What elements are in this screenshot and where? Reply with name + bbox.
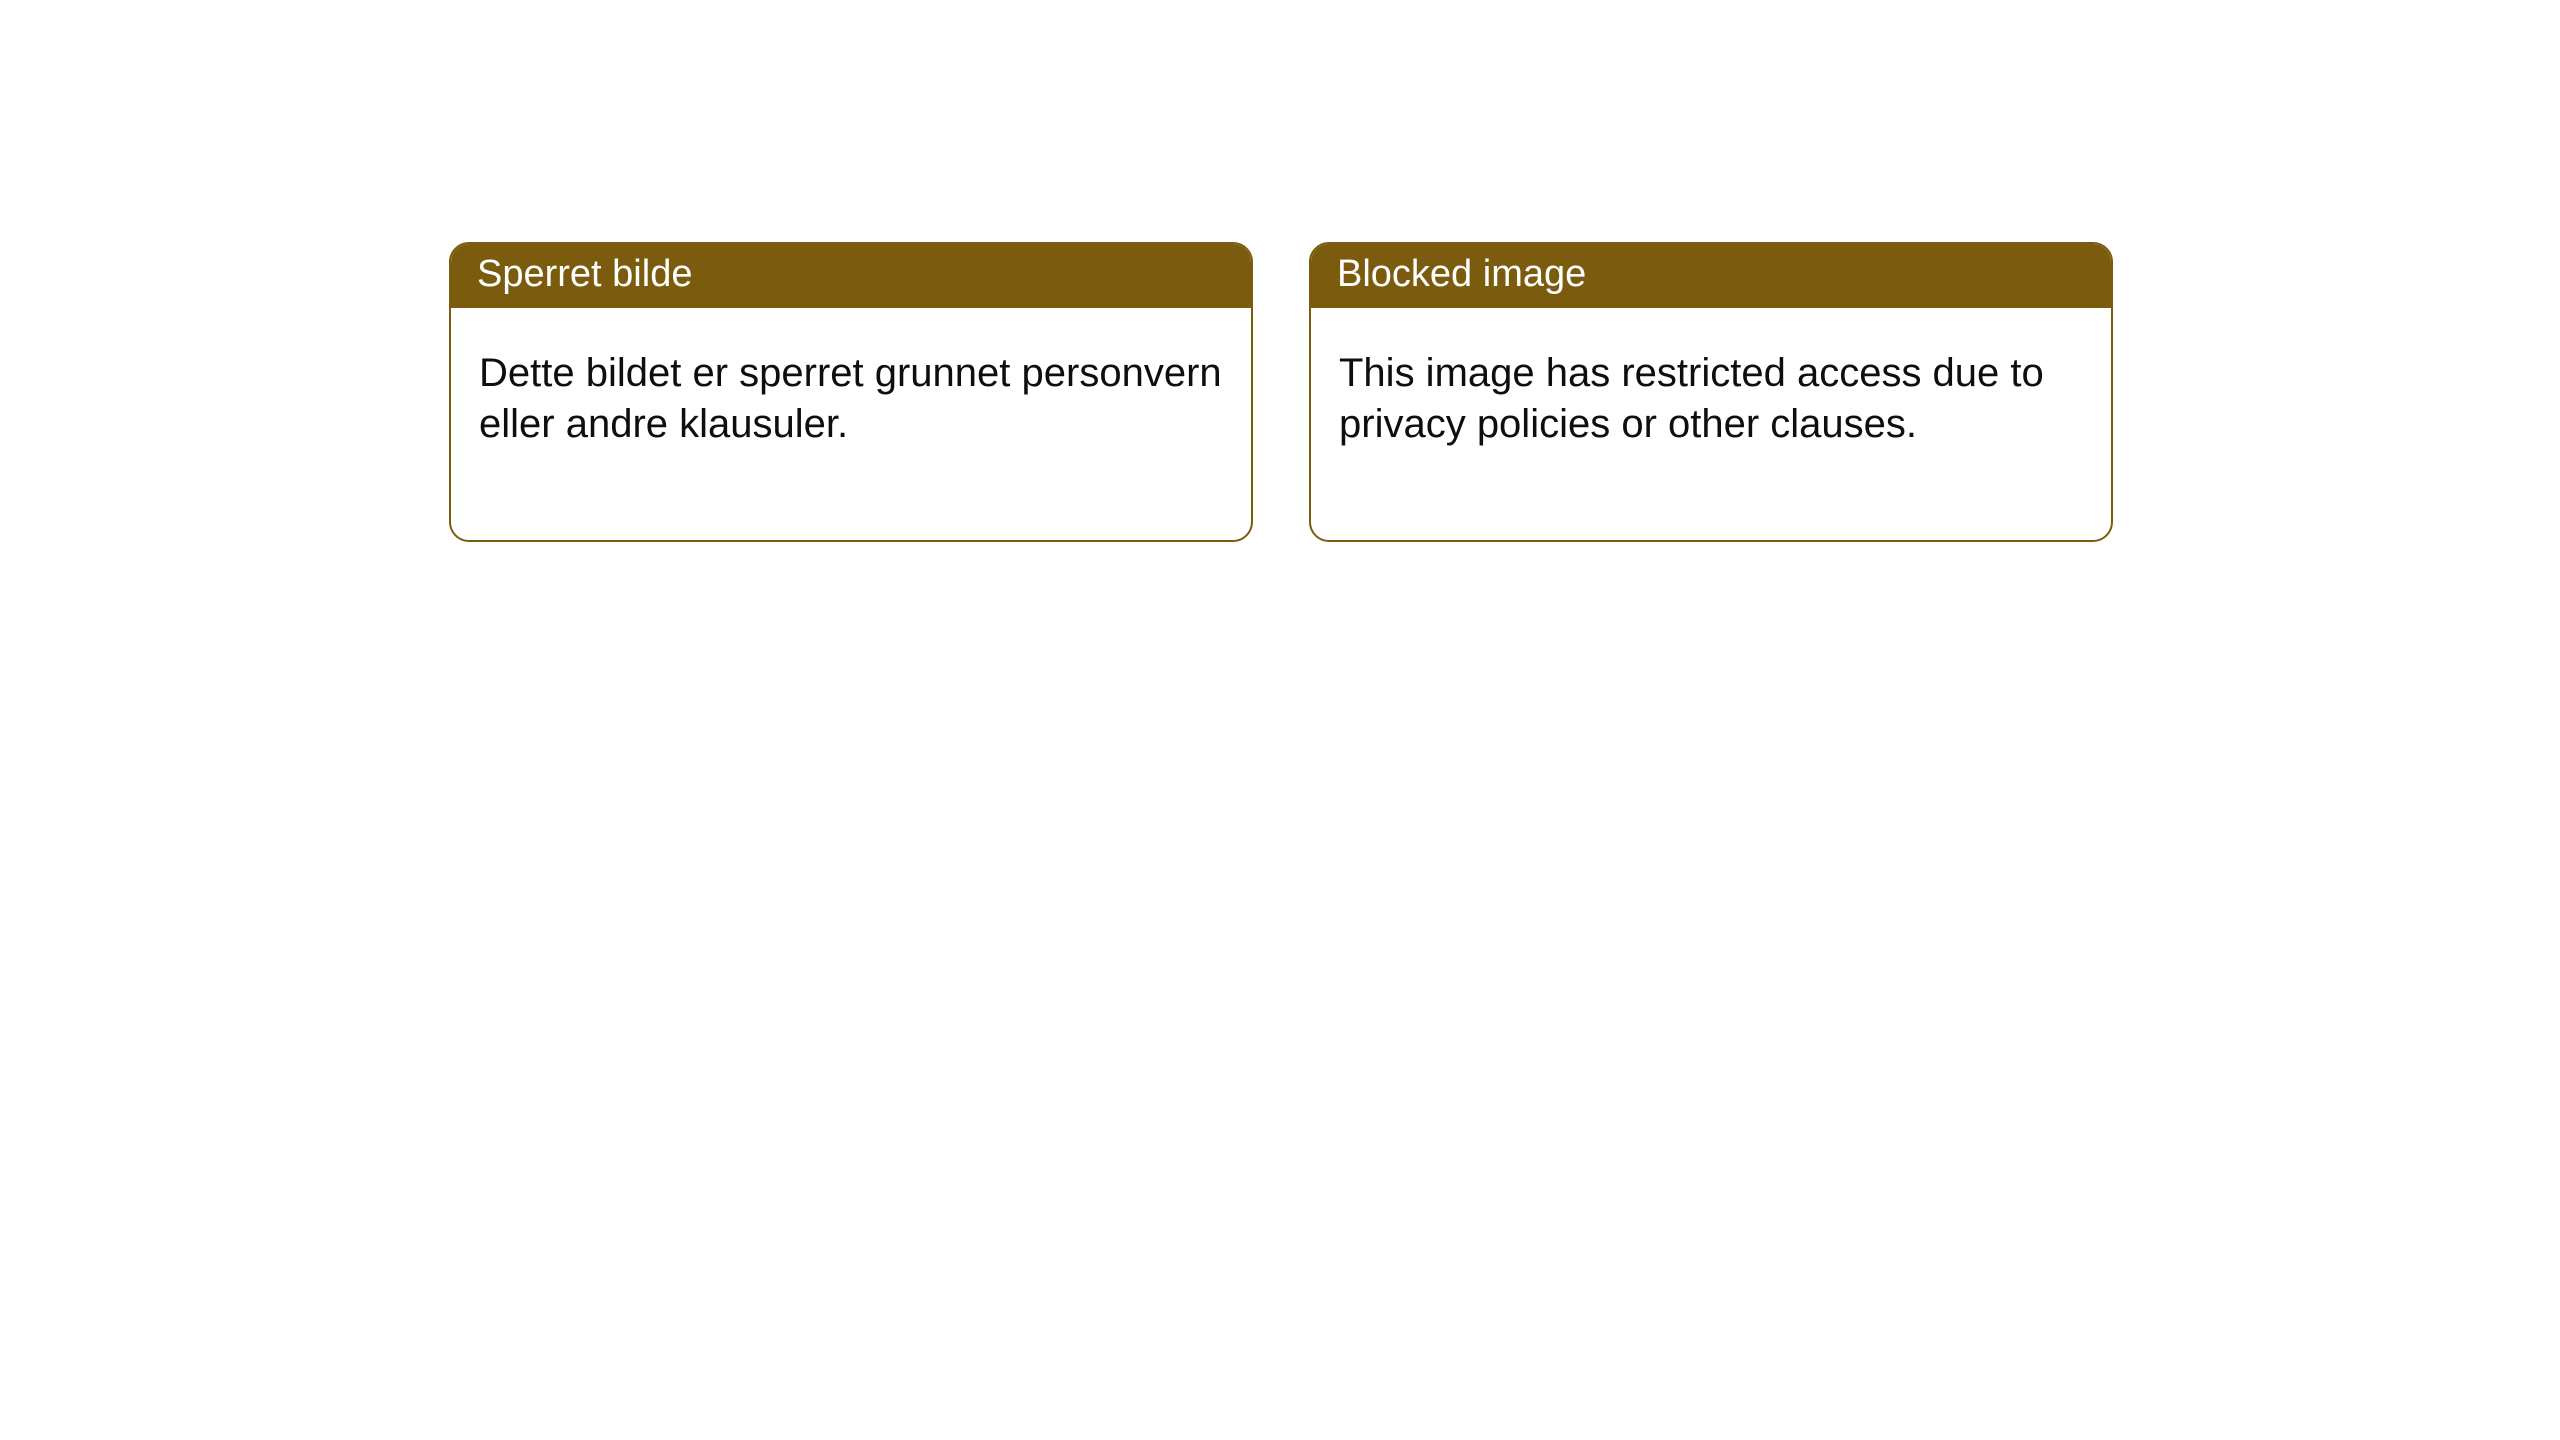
card-header-en: Blocked image <box>1311 244 2111 308</box>
card-body-no: Dette bildet er sperret grunnet personve… <box>451 308 1251 540</box>
blocked-image-card-en: Blocked image This image has restricted … <box>1309 242 2113 542</box>
notice-container: Sperret bilde Dette bildet er sperret gr… <box>0 0 2560 542</box>
card-header-no: Sperret bilde <box>451 244 1251 308</box>
card-body-en: This image has restricted access due to … <box>1311 308 2111 540</box>
blocked-image-card-no: Sperret bilde Dette bildet er sperret gr… <box>449 242 1253 542</box>
